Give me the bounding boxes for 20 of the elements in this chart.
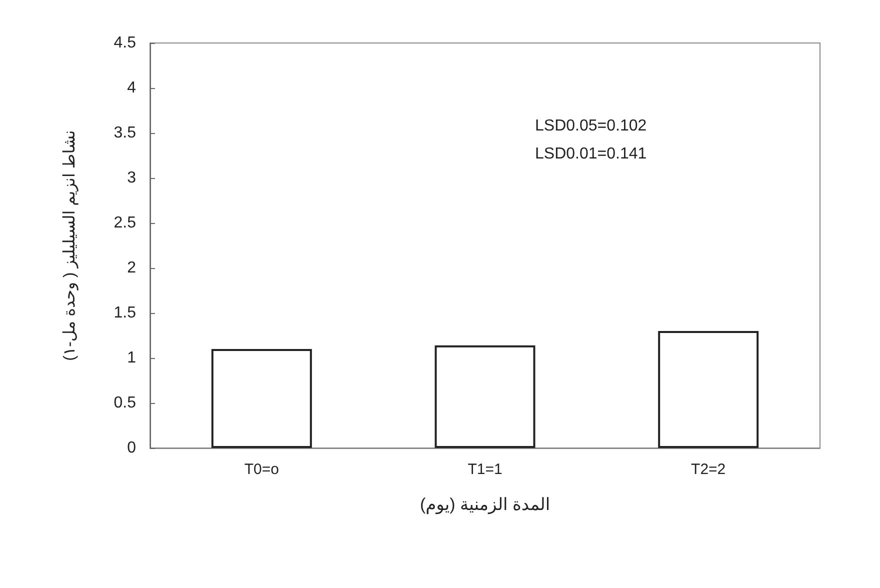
y-tick-label: 3.5	[114, 124, 136, 142]
x-tick-label: T1=1	[468, 461, 502, 478]
bar	[658, 331, 759, 448]
annotation: LSD0.05=0.102	[535, 118, 647, 134]
y-tick-label: 2	[127, 260, 136, 276]
y-tick-label: 4.5	[114, 34, 136, 52]
y-tick-label: 0	[127, 440, 136, 456]
x-axis-title: المدة الزمنية (يوم)	[420, 495, 550, 515]
y-tick-label: 2.5	[114, 214, 136, 232]
y-axis-title: نشاط انزيم السيليليز ( وحدة مل-١)	[62, 130, 78, 361]
annotation: LSD0.01=0.141	[535, 146, 647, 162]
x-tick-label: T0=o	[244, 461, 279, 478]
y-tick-label: 3	[127, 170, 136, 186]
y-tick-label: 0.5	[114, 394, 136, 412]
x-tick-label: T2=2	[691, 461, 726, 478]
y-tick-label: 4	[127, 80, 136, 96]
bar	[434, 345, 536, 448]
y-tick-label: 1	[127, 350, 136, 366]
bar	[211, 349, 312, 448]
y-tick-label: 1.5	[114, 304, 136, 322]
